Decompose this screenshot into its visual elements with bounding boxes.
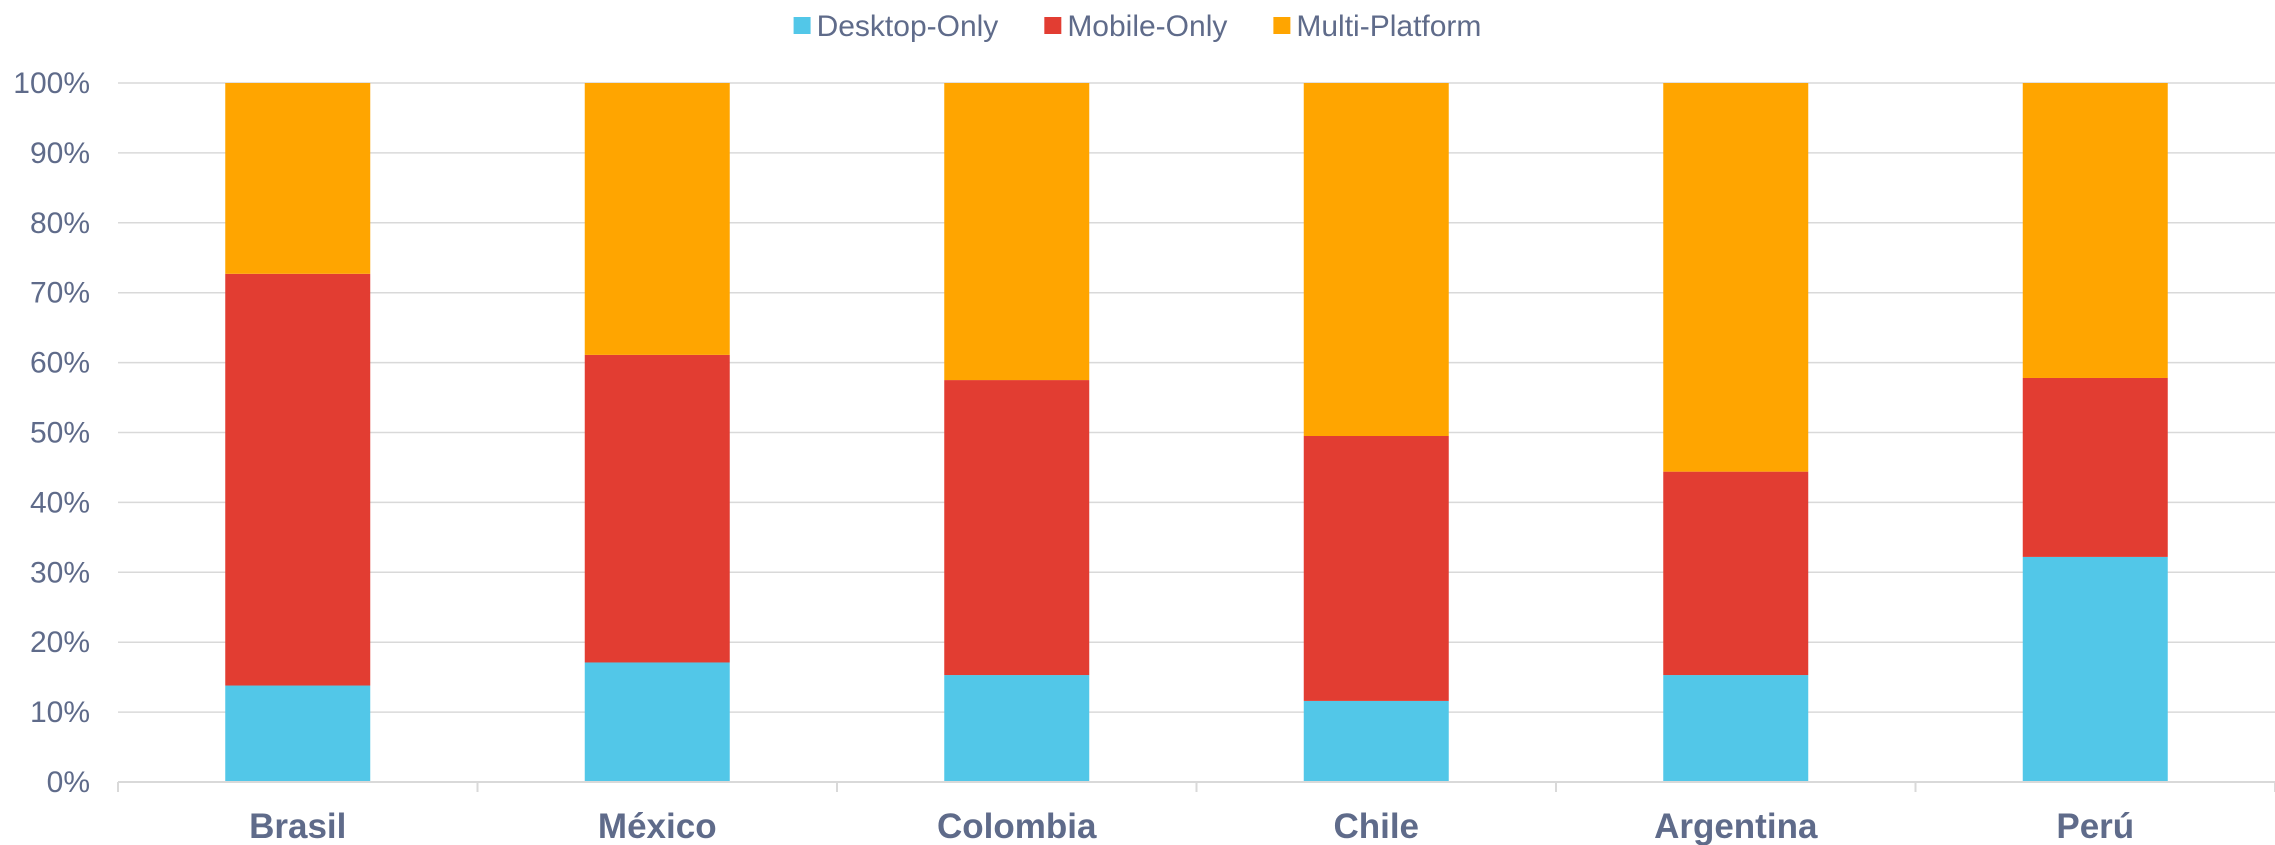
legend-item: Desktop-Only <box>793 10 999 43</box>
legend-label: Mobile-Only <box>1067 10 1227 43</box>
y-tick-label: 0% <box>47 766 90 799</box>
legend-swatch <box>1044 17 1062 34</box>
y-tick-label: 90% <box>30 137 90 170</box>
x-category-label: Colombia <box>937 807 1097 845</box>
y-tick-label: 70% <box>30 277 90 310</box>
x-category-label: México <box>598 807 717 845</box>
x-category-label: Brasil <box>249 807 346 845</box>
x-category-label: Perú <box>2056 807 2134 845</box>
bar-segment-multi-platform <box>225 83 371 274</box>
bar-segment-desktop-only <box>225 685 371 782</box>
x-category-label: Argentina <box>1654 807 1818 845</box>
bars <box>225 83 2168 782</box>
bar-segment-multi-platform <box>944 83 1090 381</box>
y-tick-label: 100% <box>13 67 90 100</box>
legend-swatch <box>793 17 811 34</box>
legend-item: Mobile-Only <box>1044 10 1227 43</box>
y-tick-label: 30% <box>30 556 90 589</box>
bar-segment-mobile-only <box>1303 435 1449 701</box>
y-tick-label: 60% <box>30 347 90 380</box>
bar-segment-multi-platform <box>1663 83 1809 472</box>
x-axis: Brasil México Colombia Chile Argentina Perú <box>117 781 2275 845</box>
y-tick-label: 50% <box>30 417 90 450</box>
bar-segment-mobile-only <box>2022 377 2168 557</box>
y-tick-label: 80% <box>30 207 90 240</box>
legend: Desktop-Only Mobile-Only Multi-Platform <box>793 10 1481 43</box>
bar-segment-multi-platform <box>584 83 730 355</box>
bar-segment-mobile-only <box>225 273 371 686</box>
legend-label: Multi-Platform <box>1296 10 1481 43</box>
bar-segment-desktop-only <box>944 675 1090 782</box>
legend-item: Multi-Platform <box>1273 10 1481 43</box>
y-axis-ticks: 0% 10% 20% 30% 40% 50% 60% 70% 80% 90% 100% <box>13 67 90 799</box>
bar-segment-multi-platform <box>2022 83 2168 378</box>
y-tick-label: 10% <box>30 696 90 729</box>
y-tick-label: 20% <box>30 626 90 659</box>
gridlines <box>118 82 2275 713</box>
bar-segment-desktop-only <box>2022 556 2168 782</box>
bar-segment-desktop-only <box>1663 675 1809 782</box>
bar-segment-desktop-only <box>1303 700 1449 782</box>
x-category-label: Chile <box>1333 807 1419 845</box>
y-tick-label: 40% <box>30 486 90 519</box>
bar-segment-desktop-only <box>584 662 730 782</box>
legend-label: Desktop-Only <box>817 10 999 43</box>
bar-segment-mobile-only <box>584 354 730 663</box>
bar-segment-mobile-only <box>944 380 1090 676</box>
bar-segment-mobile-only <box>1663 471 1809 676</box>
legend-swatch <box>1273 17 1291 34</box>
bar-segment-multi-platform <box>1303 83 1449 436</box>
